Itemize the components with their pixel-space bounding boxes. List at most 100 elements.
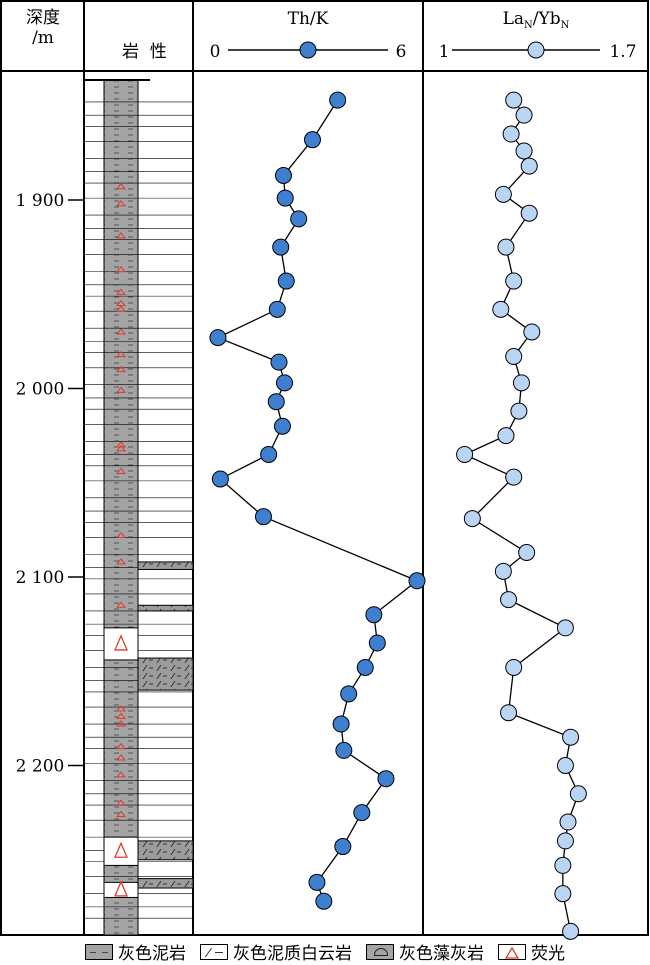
fluorescence-mark [115,328,127,335]
lanybn-point [515,106,533,124]
legend-item-mudstone: 灰色泥岩 [85,939,186,964]
lanybn-point [569,785,587,803]
fluorescence-mark [115,288,127,295]
thk-point [377,770,395,788]
legend-item-fluorescence: 荧光 [498,939,565,964]
lanybn-point [502,125,520,143]
fluorescence-triangle [114,841,128,858]
lanybn-point [505,658,523,676]
fluorescence-mark [115,445,127,452]
fluorescence-mark [115,531,127,539]
lanybn-point [520,157,538,175]
legend-item-algal-limestone: 灰色藻灰岩 [366,939,484,964]
depth-tick-label: 1 900 [16,191,65,211]
figure-frame [0,0,649,936]
lithology-base [103,79,139,936]
thk-x-min: 0 [210,42,221,62]
thk-point [368,634,386,652]
lanybn-point [562,728,580,746]
legend-item-dolomite: 灰色泥质白云岩 [200,939,352,964]
lanybn-point [456,445,474,463]
lanybn-point [494,562,512,580]
thk-point [340,685,358,703]
thk-point [353,804,371,822]
lithology-label: 岩 性 [122,42,167,62]
lanybn-point [556,619,574,637]
fluorescence-mark [115,365,127,373]
fluorescence-mark [115,799,127,806]
lanybn-scale-marker [527,41,545,59]
algal-limestone-pattern-icon [366,943,394,960]
thk-point [270,353,288,371]
lanybn-point [556,757,574,774]
depth-tick-label: 2 000 [16,380,65,400]
fluorescence-box [103,881,139,898]
thk-point [329,91,347,109]
fluorescence-mark [115,754,127,761]
fluorescence-mark [115,467,127,474]
fluorescence-mark [115,712,127,719]
lanybn-point [505,347,523,365]
fluorescence-mark [115,558,127,565]
lanybn-point [515,142,533,160]
thk-header: Th/K 0 6 [210,9,407,62]
fluorescence-mark [115,183,127,190]
dolomite-band [137,840,194,861]
depth-tick-label: 2 100 [16,568,65,588]
thk-point [334,838,352,856]
thk-point [209,329,227,347]
thk-point [267,393,285,411]
thk-title: Th/K [288,9,329,29]
thk-point [260,445,278,463]
fluorescence-mark [115,720,127,727]
lanybn-point [463,510,481,528]
legend-label-dolomite: 灰色泥质白云岩 [233,944,352,964]
lanybn-plot [456,91,587,940]
dolomite-pattern-icon [200,943,228,960]
lanybn-point [562,922,580,940]
thk-point [303,131,321,149]
lanybn-point [497,238,515,256]
lithology-column [84,79,194,936]
thk-plot [209,91,426,910]
legend-label-algal-limestone: 灰色藻灰岩 [399,944,484,964]
thk-point [273,417,291,435]
thk-point [276,189,294,207]
depth-tick-label: 2 200 [16,757,65,777]
fluorescence-mark [115,601,127,608]
lanybn-point [554,856,572,874]
fluorescence-triangle [114,634,128,651]
lanybn-point [500,591,518,609]
fluorescence-mark [115,386,127,393]
lanybn-point [505,91,523,109]
fluorescence-box [103,627,139,661]
fluorescence-triangle [114,880,128,897]
fluorescence-mark [115,265,127,273]
lanybn-x-min: 1 [439,42,450,62]
lanybn-point [497,427,515,445]
thk-point [408,572,426,590]
fluorescence-mark [115,771,127,778]
dolomite-band [137,604,194,612]
dolomite-band [137,657,194,691]
fluorescence-mark [115,305,127,312]
thk-point [365,606,383,624]
lanybn-title: LaN/YbN [503,9,570,31]
fluorescence-mark [115,232,127,239]
thk-line [216,99,419,902]
lanybn-header: LaN/YbN 1 1.7 [439,9,637,62]
legend-label-fluorescence: 荧光 [531,944,565,964]
mudstone-pattern-icon [85,943,113,960]
legend: 灰色泥岩 灰色泥质白云岩 灰色藻灰岩 荧光 [0,938,650,965]
depth-unit: /m [32,28,54,48]
thk-point [356,658,374,676]
lanybn-point [520,204,538,222]
lanybn-point [523,323,541,341]
lanybn-point [505,272,523,290]
lanybn-point [518,543,536,561]
lanybn-point [559,813,577,831]
fluorescence-mark [115,350,127,358]
depth-header: 深度 /m [2,8,84,48]
thk-point [211,470,229,488]
